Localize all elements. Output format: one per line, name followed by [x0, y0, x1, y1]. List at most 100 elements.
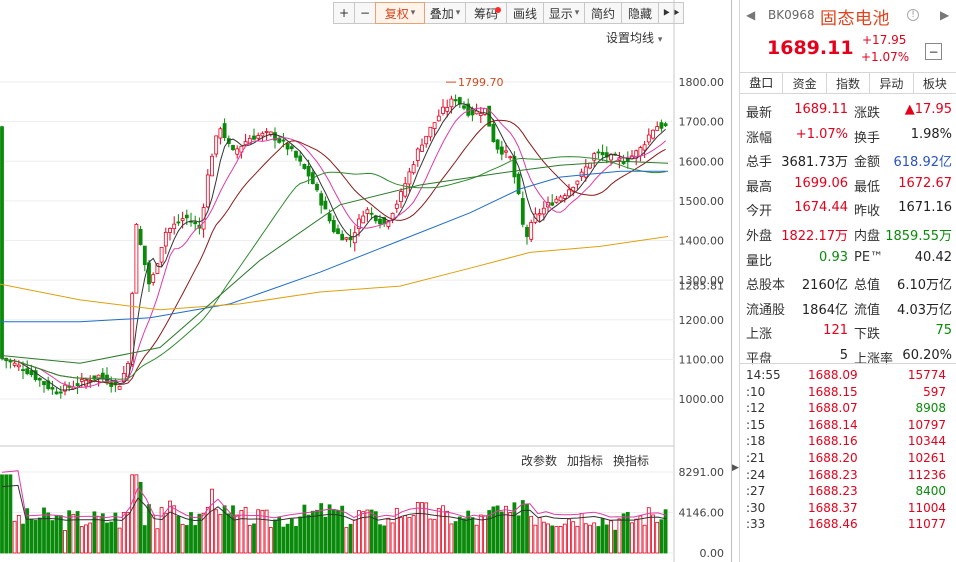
toolbar-button-label: 复权 [384, 6, 409, 21]
candle-body [651, 129, 655, 139]
quote-panel: ◀ BK0968 固态电池 ! ▶ 1689.11 +17.95 +1.07% … [740, 0, 956, 562]
collapse-handle[interactable]: ▶ [732, 455, 739, 481]
volume-bar [361, 511, 366, 554]
tab-2[interactable]: 指数 [825, 73, 869, 93]
volume-bar [151, 514, 156, 554]
volume-bar [583, 523, 588, 554]
candle-body [138, 229, 143, 245]
candle-body [541, 207, 546, 215]
candle-body [163, 231, 168, 247]
tab-3[interactable]: 异动 [869, 73, 912, 93]
indicator-toolbar: 改参数 加指标 换指标 [521, 452, 649, 469]
tick-row: :27 1688.23 8400 [740, 483, 956, 500]
candle-body [201, 207, 206, 230]
tick-list[interactable]: 14:55 1688.09 15774:10 1688.15 597:12 1688.07… [740, 367, 956, 533]
candle-body [222, 123, 227, 139]
toolbar-button-5[interactable]: 画线 [506, 2, 544, 24]
candle-body [411, 164, 416, 174]
volume-bar [247, 524, 252, 554]
candle-body [184, 214, 189, 219]
candle-body [264, 131, 269, 133]
stat-l2: 涨跌 [854, 106, 881, 121]
volume-bar [630, 522, 634, 554]
collapse-button[interactable]: − [925, 43, 942, 60]
tab-1[interactable]: 资金 [782, 73, 825, 93]
candle-body [621, 161, 626, 165]
candle-body [432, 122, 437, 129]
volume-bar [352, 519, 357, 554]
indicator-button-0[interactable]: 改参数 [521, 454, 558, 468]
panel-divider-inner [739, 0, 740, 562]
candle-body [117, 385, 122, 390]
toolbar-button-2[interactable]: 复权 ▾ [375, 2, 425, 24]
next-arrow-icon[interactable]: ▶ [940, 8, 950, 22]
high-annotation: 1799.70 [458, 76, 504, 89]
ma120-line [0, 236, 669, 311]
volume-bar [487, 510, 492, 554]
toolbar-button-label: 显示 [548, 6, 573, 21]
sector-name[interactable]: 固态电池 [820, 9, 890, 29]
candle-body [344, 237, 349, 240]
candle-body [281, 139, 286, 142]
candle-body [25, 368, 30, 375]
stat-l1: 涨幅 [746, 130, 773, 146]
toolbar-button-8[interactable]: 隐藏 [621, 2, 659, 24]
volume-bar [504, 505, 508, 554]
volume-bar [399, 517, 403, 554]
prev-arrow-icon[interactable]: ◀ [746, 8, 756, 22]
candle-body [361, 215, 366, 224]
volume-bar [12, 520, 17, 554]
ma-setting-dropdown[interactable]: 设置均线 ▾ [606, 29, 662, 46]
kline-chart[interactable]: 1800.00 1700.00 1600.00 1500.00 1400.00 1300.… [0, 0, 731, 562]
tick-time: :15 [746, 417, 766, 432]
toolbar-button-9[interactable]: ⯈⯈ [658, 2, 684, 24]
candle-body [529, 222, 534, 240]
price-change-pct: +1.07% [861, 50, 910, 64]
volume-bar [348, 523, 353, 554]
volume-bar [495, 505, 500, 554]
tick-price: 1688.16 [808, 434, 858, 449]
indicator-button-2[interactable]: 换指标 [613, 454, 650, 468]
tick-row: :12 1688.07 8908 [740, 400, 956, 417]
volume-axis-label: 8291.00 [679, 466, 725, 479]
volume-bar [327, 504, 332, 554]
candle-body [420, 144, 424, 152]
volume-bar [445, 510, 450, 554]
candle-body [583, 166, 588, 178]
volume-bar [499, 511, 504, 554]
candle-body [79, 378, 84, 382]
volume-bar [306, 514, 311, 554]
toolbar-button-label: 简约 [590, 6, 615, 21]
volume-bar [533, 524, 538, 554]
volume-bar [88, 522, 93, 554]
candle-body [319, 193, 324, 206]
tab-0[interactable]: 盘口 [740, 73, 783, 93]
volume-bar [617, 518, 622, 554]
stat-v1: 5 [839, 347, 848, 363]
tick-vol: 8400 [915, 484, 946, 499]
tab-4[interactable]: 板块 [912, 73, 956, 93]
info-icon[interactable]: ! [907, 9, 919, 21]
toolbar-button-6[interactable]: 显示 ▾ [543, 2, 585, 24]
volume-bar [205, 507, 210, 554]
tick-row: :15 1688.14 10797 [740, 417, 956, 434]
stat-row: 流通股 1864亿 流值 4.03万亿 [740, 295, 956, 320]
volume-bar [37, 517, 42, 554]
chevron-down-icon: ▾ [657, 35, 663, 45]
volume-bar [252, 523, 256, 554]
volume-bar [466, 510, 471, 554]
candle-body [12, 362, 17, 366]
candle-body [403, 183, 408, 197]
volume-bar [428, 518, 433, 554]
volume-bar [142, 525, 147, 554]
stat-v1: 1699.06 [794, 175, 848, 191]
toolbar-button-4[interactable]: 筹码 [465, 2, 507, 24]
volume-bar [655, 521, 660, 554]
candle-body [176, 221, 181, 224]
stat-l2: 内盘 [854, 228, 881, 244]
volume-bar [302, 504, 307, 554]
volume-bar [226, 513, 231, 554]
volume-bar [453, 521, 458, 554]
tick-price: 1688.46 [808, 517, 858, 532]
indicator-button-1[interactable]: 加指标 [567, 454, 604, 468]
